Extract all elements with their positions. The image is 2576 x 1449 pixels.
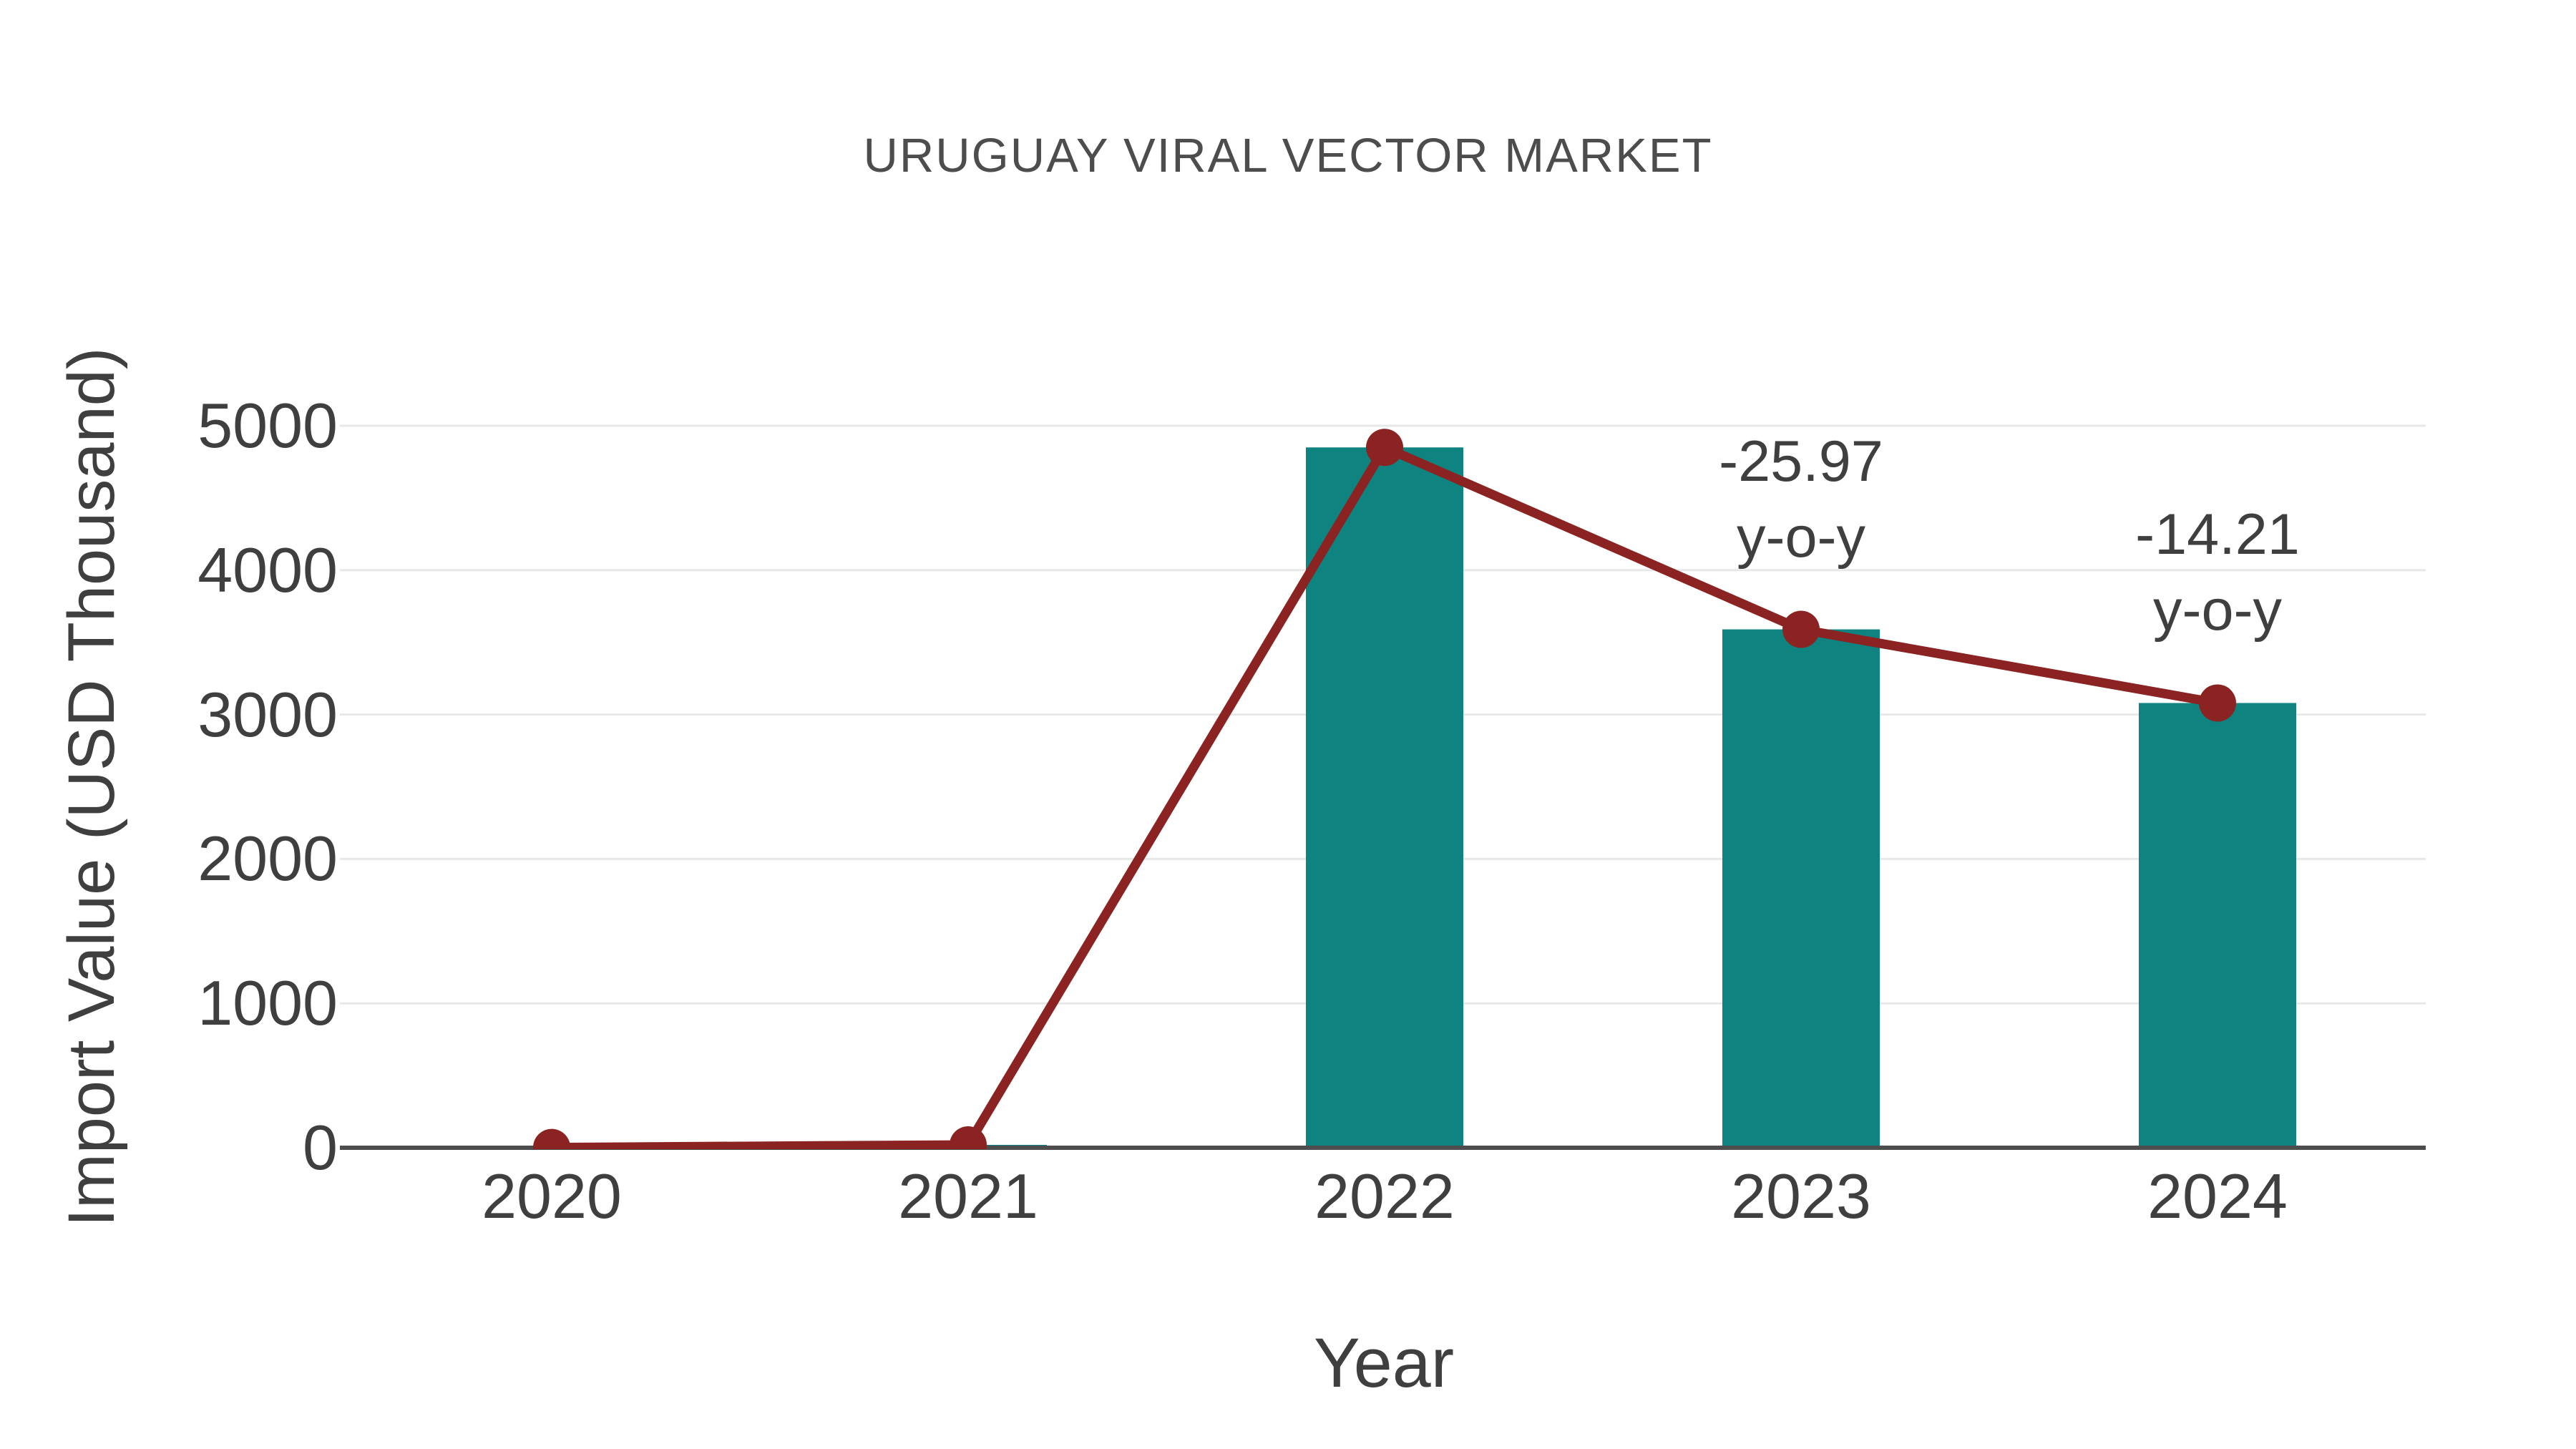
y-tick-label-0: 0 [303,1112,338,1183]
bar-2024 [2139,703,2296,1148]
bar-2022 [1306,447,1463,1148]
x-tick-label-2022: 2022 [1314,1161,1455,1231]
chart-title: URUGUAY VIRAL VECTOR MARKET [863,129,1713,182]
y-axis-title: Import Value (USD Thousand) [55,347,128,1227]
x-tick-label-2024: 2024 [2147,1161,2288,1231]
y-tick-label-1000: 1000 [197,967,338,1039]
annotation-2024-line1: -14.21 [2135,502,2300,567]
marker-2022 [1366,429,1403,467]
y-tick-label-2000: 2000 [197,823,338,894]
bar-2023 [1722,629,1880,1148]
marker-2021 [950,1126,987,1149]
trend-line-group [533,429,2236,1149]
marker-2020 [533,1128,570,1149]
x-tick-label-2023: 2023 [1731,1161,1871,1231]
marker-2023 [1782,610,1820,648]
annotation-2023-line1: -25.97 [1719,429,1883,494]
x-axis-title: Year [1314,1324,1454,1402]
y-tick-label-3000: 3000 [197,678,338,750]
annotation-2024-line2: y-o-y [2153,578,2282,643]
y-tick-label-5000: 5000 [197,390,338,461]
annotation-2023-line2: y-o-y [1737,504,1865,570]
y-tick-label-4000: 4000 [197,534,338,605]
x-tick-label-2020: 2020 [482,1161,622,1231]
x-tick-label-2021: 2021 [898,1161,1038,1231]
marker-2024 [2199,684,2236,722]
